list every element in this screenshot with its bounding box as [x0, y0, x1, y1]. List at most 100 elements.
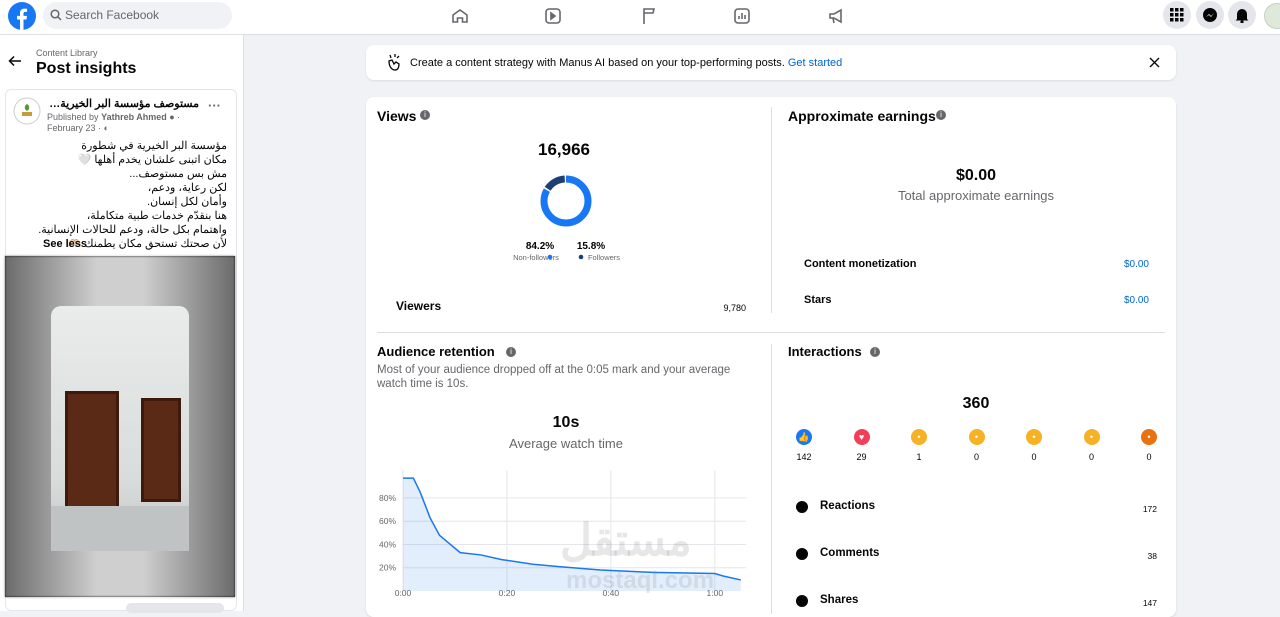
interaction-icon	[796, 595, 808, 607]
donut-category-label: Followers	[588, 253, 620, 262]
date[interactable]: February 23	[47, 123, 96, 133]
interaction-icon	[796, 548, 808, 560]
donut-value-label: 84.2%	[526, 241, 554, 252]
post-line: مش بس مستوصف...	[129, 168, 227, 180]
reaction-icon: •	[1141, 429, 1157, 445]
retention-description: Most of your audience dropped off at the…	[377, 364, 731, 390]
see-less[interactable]: See less	[43, 238, 88, 250]
earnings-row-label: Stars	[804, 294, 832, 306]
retention-average-label: Average watch time	[509, 436, 623, 451]
interaction-value: 147	[1142, 598, 1157, 608]
reaction-count: 0	[1088, 452, 1094, 462]
post-video[interactable]	[5, 256, 235, 597]
post-line: وأمان لكل إنسان.	[147, 196, 227, 208]
door-right	[141, 398, 181, 502]
page-name[interactable]: مستوصف مؤسسة البر الخيرية بشطورة	[47, 98, 199, 110]
pages-icon[interactable]	[643, 8, 656, 24]
donut-segment	[540, 175, 592, 227]
retention-line	[403, 477, 741, 581]
x-tick-label: 0:20	[499, 588, 516, 598]
post-line: واهتمام بكل حالة، ودعم للحالات الإنسانية…	[38, 224, 227, 236]
reaction-count: 0	[973, 452, 979, 462]
post-line: لأن صحتك تستحق مكان يطمنك 🫶🏻	[67, 238, 227, 250]
messenger-icon	[1203, 8, 1217, 22]
interactions-title: Interactions	[788, 344, 862, 359]
floor	[51, 506, 189, 551]
earnings-title: Approximate earnings	[788, 108, 936, 124]
search-icon	[50, 9, 62, 21]
banner-icon	[388, 54, 400, 71]
breadcrumb[interactable]: Content Library	[36, 48, 98, 58]
interaction-value: 172	[1142, 504, 1157, 514]
y-tick-label: 20%	[379, 563, 396, 573]
retention-title: Audience retention	[377, 344, 495, 359]
reaction-count: 142	[796, 452, 812, 462]
reaction-icon: •	[968, 429, 985, 445]
search-box[interactable]	[43, 2, 232, 29]
y-tick-label: 40%	[379, 539, 396, 549]
reaction-count: 0	[1146, 452, 1152, 462]
x-tick-label: 0:00	[395, 588, 412, 598]
viewers-value: 9,780	[723, 303, 746, 313]
facebook-logo[interactable]	[8, 2, 36, 30]
sidebar-title: Post insights	[36, 60, 137, 77]
views-donut: 84.2%Non-followers 15.8%Followers	[513, 175, 620, 262]
reaction-count: 29	[856, 452, 867, 462]
retention-average: 10s	[552, 414, 580, 431]
banner-link[interactable]: Get started	[787, 57, 843, 69]
earnings-row-value[interactable]: $0.00	[1123, 259, 1149, 270]
watermark-arabic: مستقل	[560, 516, 692, 565]
door-left	[65, 391, 119, 512]
interaction-label: Comments	[820, 547, 880, 559]
post-line: مؤسسة البر الخيرية في شطورة	[81, 140, 227, 152]
info-icon[interactable]: i	[870, 347, 880, 357]
interaction-label: Reactions	[820, 500, 875, 512]
interaction-label: Shares	[820, 594, 859, 606]
post-date[interactable]: February 23 · ◐	[47, 123, 109, 133]
ads-icon[interactable]	[829, 8, 842, 24]
reaction-icon: 👍	[796, 429, 812, 445]
reaction-icon: •	[911, 429, 927, 445]
reaction-icon: •	[1026, 429, 1042, 445]
divider-v	[771, 107, 772, 313]
button-partial[interactable]	[126, 603, 224, 613]
banner-message: Create a content strategy with Manus AI …	[410, 57, 785, 69]
insights-icon[interactable]	[734, 8, 750, 24]
y-tick-label: 80%	[379, 493, 396, 503]
close-banner[interactable]	[1149, 57, 1160, 68]
retention-chart: 20% 40% 60% 80% 0:00 0:20 0:40 1:00	[379, 470, 746, 598]
x-tick-label: 0:40	[603, 588, 620, 598]
author[interactable]: Yathreb Ahmed	[101, 112, 167, 122]
menu-icon	[1170, 8, 1184, 22]
search-placeholder[interactable]: Search Facebook	[65, 8, 160, 22]
nav-icons	[452, 8, 842, 24]
ai-banner	[366, 45, 1176, 80]
info-icon[interactable]: i	[936, 110, 946, 120]
home-icon[interactable]	[452, 9, 468, 23]
y-tick-label: 60%	[379, 516, 396, 526]
more-options[interactable]: ···	[208, 98, 221, 113]
retention-area	[403, 478, 741, 591]
donut-category-label: Non-followers	[513, 253, 559, 262]
donut-value-label: 15.8%	[577, 241, 605, 252]
post-text: مؤسسة البر الخيرية في شطورة مكان اتبنى عل…	[10, 139, 227, 251]
views-total: 16,966	[538, 140, 590, 159]
back-arrow[interactable]	[8, 55, 22, 67]
watermark-latin: mostaql.com	[566, 567, 715, 594]
earnings-row-value[interactable]: $0.00	[1123, 295, 1149, 306]
page-avatar[interactable]	[13, 97, 41, 125]
post-line: لكن رعاية، ودعم،	[147, 182, 227, 194]
video-icon[interactable]	[545, 8, 561, 24]
interactions-total: 360	[962, 395, 990, 412]
post-line: مكان اتبنى علشان يخدم أهلها 🤍	[77, 154, 227, 166]
earnings-row-label: Content monetization	[804, 258, 917, 270]
published-by-label: Published by	[47, 112, 99, 122]
post-line: هنا بنقدّم خدمات طبية متكاملة،	[86, 210, 227, 222]
divider-h	[377, 332, 1165, 333]
info-icon[interactable]: i	[420, 110, 430, 120]
reaction-count: 1	[916, 452, 922, 462]
banner-text: Create a content strategy with Manus AI …	[410, 57, 842, 69]
info-icon[interactable]: i	[506, 347, 516, 357]
interaction-value: 38	[1147, 551, 1157, 561]
